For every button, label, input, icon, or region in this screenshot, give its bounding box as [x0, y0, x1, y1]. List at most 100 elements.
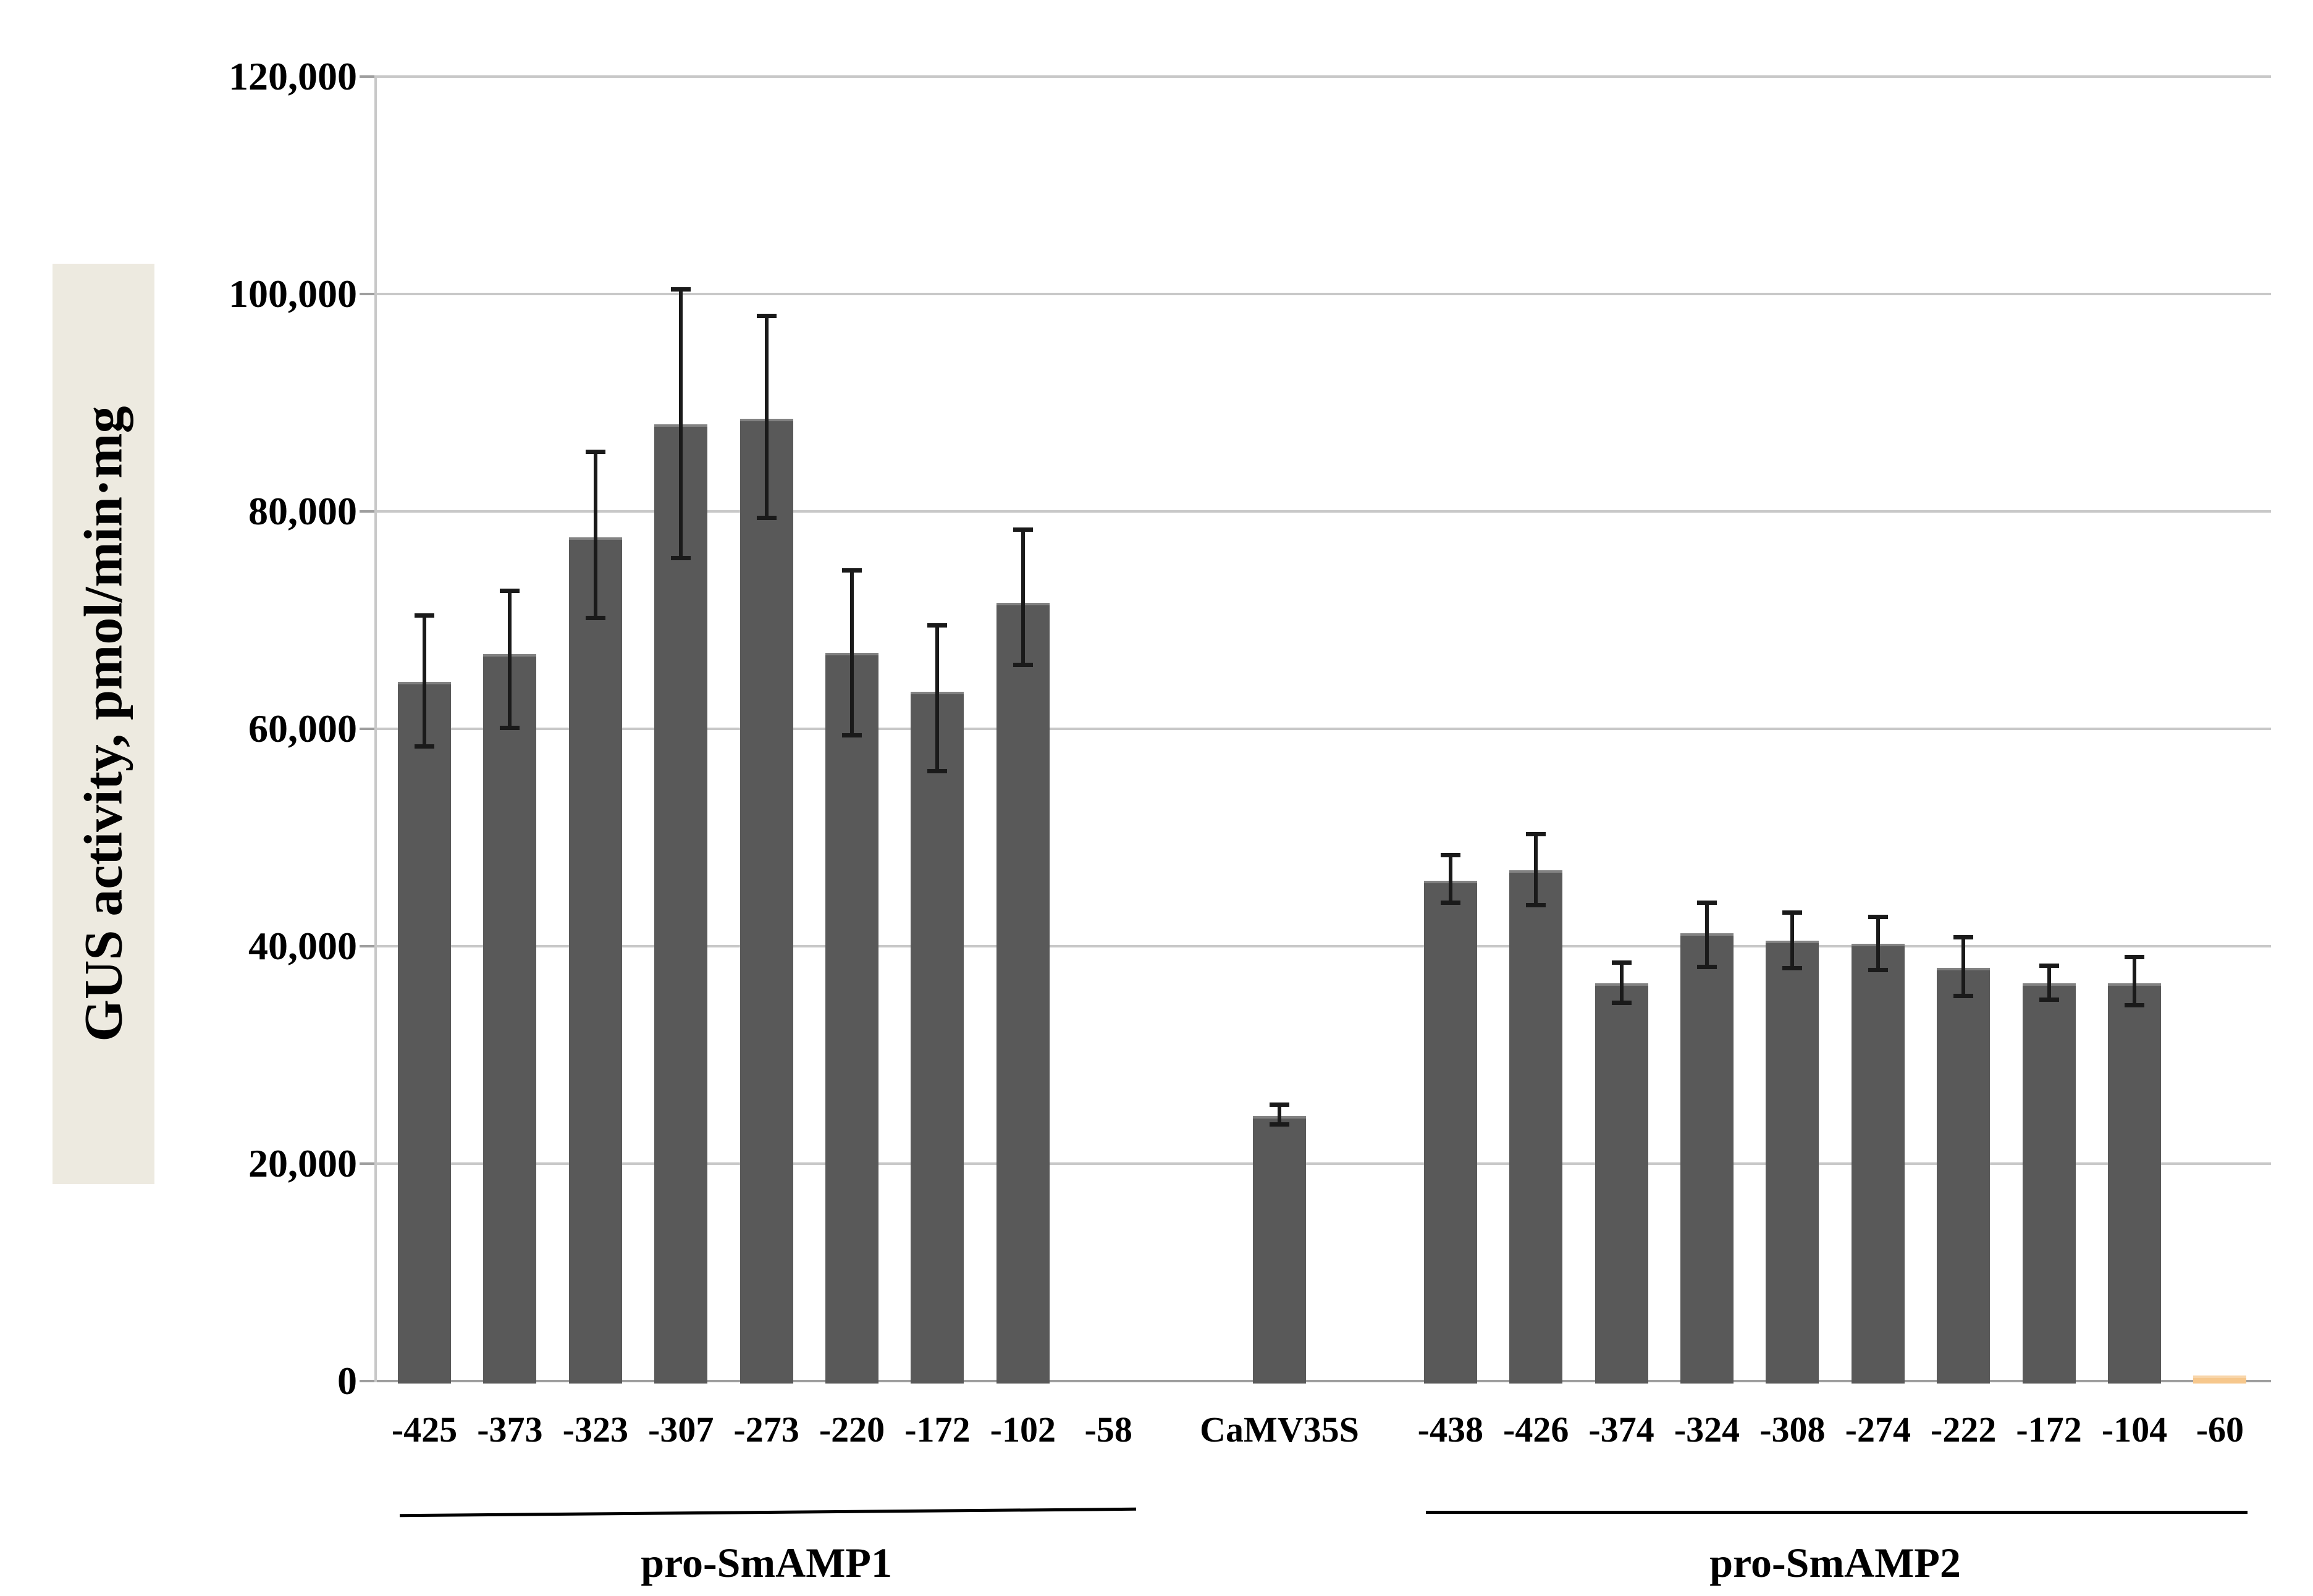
- error-bar-cap: [756, 516, 777, 521]
- error-bar-cap: [1440, 901, 1460, 905]
- x-label--324: -324: [1674, 1409, 1740, 1450]
- bar--274: [1851, 944, 1905, 1384]
- error-bar-cap: [2039, 997, 2059, 1002]
- error-bar--438: [1448, 855, 1452, 903]
- error-bar-cap: [1611, 960, 1632, 965]
- error-bar-cap: [415, 744, 434, 749]
- error-bar--373: [508, 590, 512, 728]
- group-underline-pro-SmAMP2: [1425, 1511, 2248, 1514]
- group-label-pro-SmAMP1: pro-SmAMP1: [641, 1539, 892, 1586]
- error-bar--273: [764, 316, 769, 518]
- error-bar-CaMV35S: [1278, 1104, 1281, 1125]
- x-label--220: -220: [819, 1409, 885, 1450]
- error-bar-cap: [585, 615, 605, 620]
- error-bar--426: [1534, 834, 1538, 905]
- error-bar-cap: [1782, 965, 1803, 970]
- x-label--426: -426: [1503, 1409, 1569, 1450]
- error-bar--323: [593, 452, 597, 618]
- error-bar--308: [1790, 912, 1795, 968]
- bar--104: [2108, 983, 2161, 1384]
- y-tick-label: 120,000: [229, 54, 357, 98]
- x-label--425: -425: [391, 1409, 458, 1450]
- x-label--60: -60: [2196, 1409, 2244, 1450]
- group-underline-pro-SmAMP1: [400, 1507, 1137, 1518]
- error-bar-cap: [1270, 1102, 1289, 1107]
- x-label--104: -104: [2101, 1409, 2168, 1450]
- x-label--58: -58: [1084, 1409, 1132, 1450]
- error-bar-cap: [1868, 968, 1888, 973]
- bar--308: [1766, 941, 1819, 1384]
- bar--373: [483, 653, 537, 1384]
- error-bar--307: [679, 289, 683, 558]
- error-bar-cap: [1611, 1001, 1632, 1006]
- bar--324: [1680, 933, 1734, 1384]
- error-bar-cap: [671, 287, 691, 292]
- error-bar-cap: [1013, 527, 1033, 532]
- error-bar--425: [423, 615, 426, 747]
- y-axis-title-background: GUS activity, pmol/min·mg: [53, 264, 154, 1184]
- error-bar-cap: [1270, 1122, 1289, 1127]
- x-label--172: -172: [904, 1409, 971, 1450]
- gridline: [376, 510, 2271, 513]
- gridline: [376, 293, 2271, 295]
- error-bar--324: [1705, 902, 1709, 967]
- bar--374: [1595, 983, 1648, 1384]
- gridline: [376, 75, 2271, 78]
- bar--102: [996, 602, 1050, 1384]
- x-label--374: -374: [1588, 1409, 1654, 1450]
- error-bar--102: [1021, 529, 1025, 665]
- bar-CaMV35S: [1253, 1115, 1306, 1384]
- error-bar--172: [2047, 965, 2051, 1000]
- y-tick-label: 100,000: [229, 272, 357, 316]
- y-tick-label: 20,000: [248, 1141, 357, 1185]
- group-label-pro-SmAMP2: pro-SmAMP2: [1709, 1539, 1961, 1586]
- gridline: [376, 728, 2271, 730]
- error-bar-cap: [1953, 935, 1974, 940]
- error-bar-cap: [500, 588, 520, 593]
- error-bar-cap: [1697, 964, 1717, 969]
- error-bar-cap: [927, 769, 948, 774]
- error-bar-cap: [585, 449, 605, 454]
- x-label--323: -323: [562, 1409, 628, 1450]
- error-bar-cap: [1782, 910, 1803, 915]
- y-tick-label: 40,000: [248, 924, 357, 968]
- bar--425: [398, 682, 451, 1384]
- x-label--373: -373: [477, 1409, 543, 1450]
- error-bar-cap: [1697, 901, 1717, 905]
- x-label--222: -222: [1931, 1409, 1997, 1450]
- y-axis-title: GUS activity, pmol/min·mg: [74, 406, 133, 1042]
- x-label--172: -172: [2016, 1409, 2082, 1450]
- y-axis-tick: [360, 510, 376, 513]
- y-axis-line: [374, 75, 377, 1382]
- error-bar--220: [850, 570, 854, 736]
- error-bar-cap: [2125, 1002, 2144, 1007]
- x-label--308: -308: [1759, 1409, 1826, 1450]
- error-bar-cap: [671, 556, 691, 561]
- error-bar-cap: [842, 733, 862, 738]
- x-label--273: -273: [733, 1409, 799, 1450]
- y-axis-tick: [360, 945, 376, 947]
- y-tick-label: 60,000: [248, 707, 357, 750]
- y-axis-tick: [360, 75, 376, 78]
- y-axis-tick: [360, 728, 376, 730]
- y-axis-tick: [360, 1380, 376, 1382]
- error-bar--104: [2133, 957, 2136, 1006]
- y-tick-label: 80,000: [248, 489, 357, 533]
- bar--426: [1509, 870, 1563, 1384]
- error-bar--222: [1961, 937, 1966, 996]
- bar--172: [2022, 983, 2076, 1384]
- error-bar-cap: [927, 623, 948, 628]
- bar--172: [911, 692, 964, 1384]
- error-bar-cap: [2039, 964, 2059, 968]
- error-bar-cap: [1953, 994, 1974, 999]
- bar--60: [2193, 1376, 2247, 1384]
- x-axis-baseline: [376, 1380, 2271, 1382]
- x-label--307: -307: [648, 1409, 714, 1450]
- y-tick-label: 0: [337, 1359, 357, 1403]
- error-bar--374: [1619, 962, 1624, 1003]
- error-bar-cap: [2125, 955, 2144, 960]
- error-bar-cap: [1013, 662, 1033, 667]
- x-label--274: -274: [1845, 1409, 1911, 1450]
- x-label-CaMV35S: CaMV35S: [1200, 1409, 1359, 1450]
